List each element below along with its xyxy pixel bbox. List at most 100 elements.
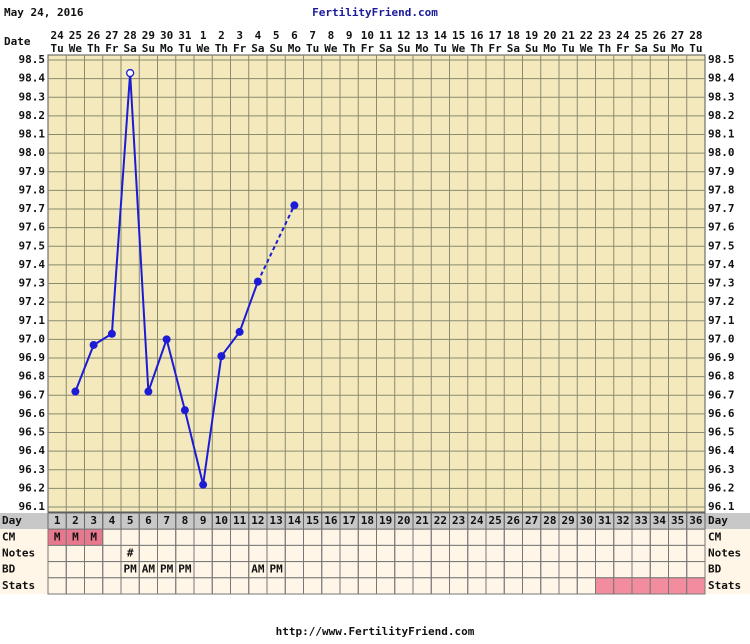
day-number: 9 bbox=[200, 514, 207, 527]
day-number: 3 bbox=[90, 514, 97, 527]
day-number: 29 bbox=[562, 514, 575, 527]
day-number: 22 bbox=[434, 514, 447, 527]
date-label: 25 bbox=[69, 29, 82, 42]
temperature-point bbox=[162, 335, 171, 344]
row-bg bbox=[0, 577, 750, 594]
temperature-point bbox=[235, 327, 244, 336]
y-tick-label-right: 96.2 bbox=[708, 481, 735, 494]
row-label: Stats bbox=[2, 579, 35, 592]
y-tick-label: 97.9 bbox=[19, 165, 46, 178]
date-label: 1 bbox=[200, 29, 207, 42]
weekday-label: Sa bbox=[251, 42, 264, 55]
y-tick-label: 96.9 bbox=[19, 351, 46, 364]
day-number: 23 bbox=[452, 514, 465, 527]
y-tick-label-right: 98.1 bbox=[708, 128, 735, 141]
y-tick-label: 96.8 bbox=[19, 370, 46, 383]
row-bg bbox=[0, 545, 750, 562]
y-tick-label-right: 97.2 bbox=[708, 295, 735, 308]
weekday-label: Sa bbox=[507, 42, 520, 55]
day-number: 15 bbox=[306, 514, 319, 527]
weekday-label: Mo bbox=[543, 42, 557, 55]
date-label: 17 bbox=[489, 29, 502, 42]
date-label: 29 bbox=[142, 29, 155, 42]
weekday-label: Th bbox=[343, 42, 356, 55]
weekday-label: Fr bbox=[233, 42, 247, 55]
y-tick-label-right: 97.8 bbox=[708, 183, 735, 196]
date-label: 27 bbox=[671, 29, 684, 42]
date-label: 12 bbox=[397, 29, 410, 42]
date-label: 4 bbox=[255, 29, 262, 42]
row-cell-text: PM bbox=[270, 563, 284, 576]
day-number: 12 bbox=[251, 514, 264, 527]
row-bg bbox=[0, 529, 750, 546]
day-number: 36 bbox=[689, 514, 703, 527]
date-label: 27 bbox=[105, 29, 118, 42]
y-tick-label: 97.3 bbox=[19, 277, 46, 290]
y-tick-label-right: 96.4 bbox=[708, 444, 735, 457]
y-tick-label-right: 97.3 bbox=[708, 277, 735, 290]
weekday-label: We bbox=[452, 42, 466, 55]
date-label: 28 bbox=[124, 29, 137, 42]
date-row-label: Date bbox=[4, 35, 31, 48]
row-cell-text: PM bbox=[124, 563, 138, 576]
day-number: 1 bbox=[54, 514, 61, 527]
weekday-label: Mo bbox=[288, 42, 302, 55]
day-number: 8 bbox=[182, 514, 189, 527]
date-label: 24 bbox=[616, 29, 630, 42]
weekday-label: Mo bbox=[671, 42, 685, 55]
row-cell-text: M bbox=[90, 530, 97, 543]
weekday-label: Th bbox=[470, 42, 483, 55]
date-label: 23 bbox=[598, 29, 611, 42]
weekday-label: Tu bbox=[178, 42, 191, 55]
temperature-point bbox=[144, 387, 153, 396]
weekday-label: Su bbox=[270, 42, 283, 55]
row-cell-text: AM bbox=[142, 563, 156, 576]
y-tick-label-right: 98.5 bbox=[708, 53, 735, 66]
day-number: 10 bbox=[215, 514, 228, 527]
day-number: 32 bbox=[616, 514, 629, 527]
row-cell bbox=[595, 577, 615, 595]
date-label: 14 bbox=[434, 29, 448, 42]
row-cell-text: PM bbox=[178, 563, 192, 576]
day-number: 7 bbox=[163, 514, 170, 527]
day-number: 20 bbox=[397, 514, 410, 527]
y-tick-label: 97.7 bbox=[19, 202, 46, 215]
temperature-point bbox=[253, 277, 262, 286]
day-number: 19 bbox=[379, 514, 392, 527]
day-number: 21 bbox=[416, 514, 430, 527]
y-tick-label-right: 96.1 bbox=[708, 500, 735, 513]
weekday-label: Su bbox=[142, 42, 155, 55]
row-cell bbox=[686, 577, 706, 595]
row-cell-text: M bbox=[72, 530, 79, 543]
row-label: CM bbox=[2, 530, 16, 543]
y-tick-label-right: 96.3 bbox=[708, 463, 735, 476]
temperature-point bbox=[107, 329, 116, 338]
weekday-label: We bbox=[69, 42, 83, 55]
date-label: 28 bbox=[689, 29, 702, 42]
day-row-label: Day bbox=[2, 514, 22, 527]
day-number: 16 bbox=[324, 514, 338, 527]
day-number: 25 bbox=[489, 514, 502, 527]
y-tick-label: 96.2 bbox=[19, 481, 46, 494]
day-number: 13 bbox=[270, 514, 283, 527]
row-cell-text: PM bbox=[160, 563, 174, 576]
y-tick-label-right: 98.4 bbox=[708, 72, 735, 85]
weekday-label: Th bbox=[87, 42, 100, 55]
y-tick-label-right: 97.0 bbox=[708, 332, 735, 345]
row-cell bbox=[631, 577, 651, 595]
y-tick-label: 97.0 bbox=[19, 332, 46, 345]
date-label: 10 bbox=[361, 29, 374, 42]
weekday-label: We bbox=[324, 42, 338, 55]
day-row-bg bbox=[0, 513, 750, 530]
weekday-label: Tu bbox=[51, 42, 64, 55]
day-number: 6 bbox=[145, 514, 152, 527]
y-tick-label: 97.2 bbox=[19, 295, 46, 308]
weekday-label: Fr bbox=[489, 42, 503, 55]
weekday-label: Fr bbox=[616, 42, 630, 55]
y-tick-label: 97.5 bbox=[19, 239, 46, 252]
day-number: 24 bbox=[470, 514, 484, 527]
day-number: 28 bbox=[543, 514, 556, 527]
y-tick-label-right: 96.7 bbox=[708, 388, 735, 401]
y-tick-label-right: 96.9 bbox=[708, 351, 735, 364]
weekday-label: Fr bbox=[361, 42, 375, 55]
